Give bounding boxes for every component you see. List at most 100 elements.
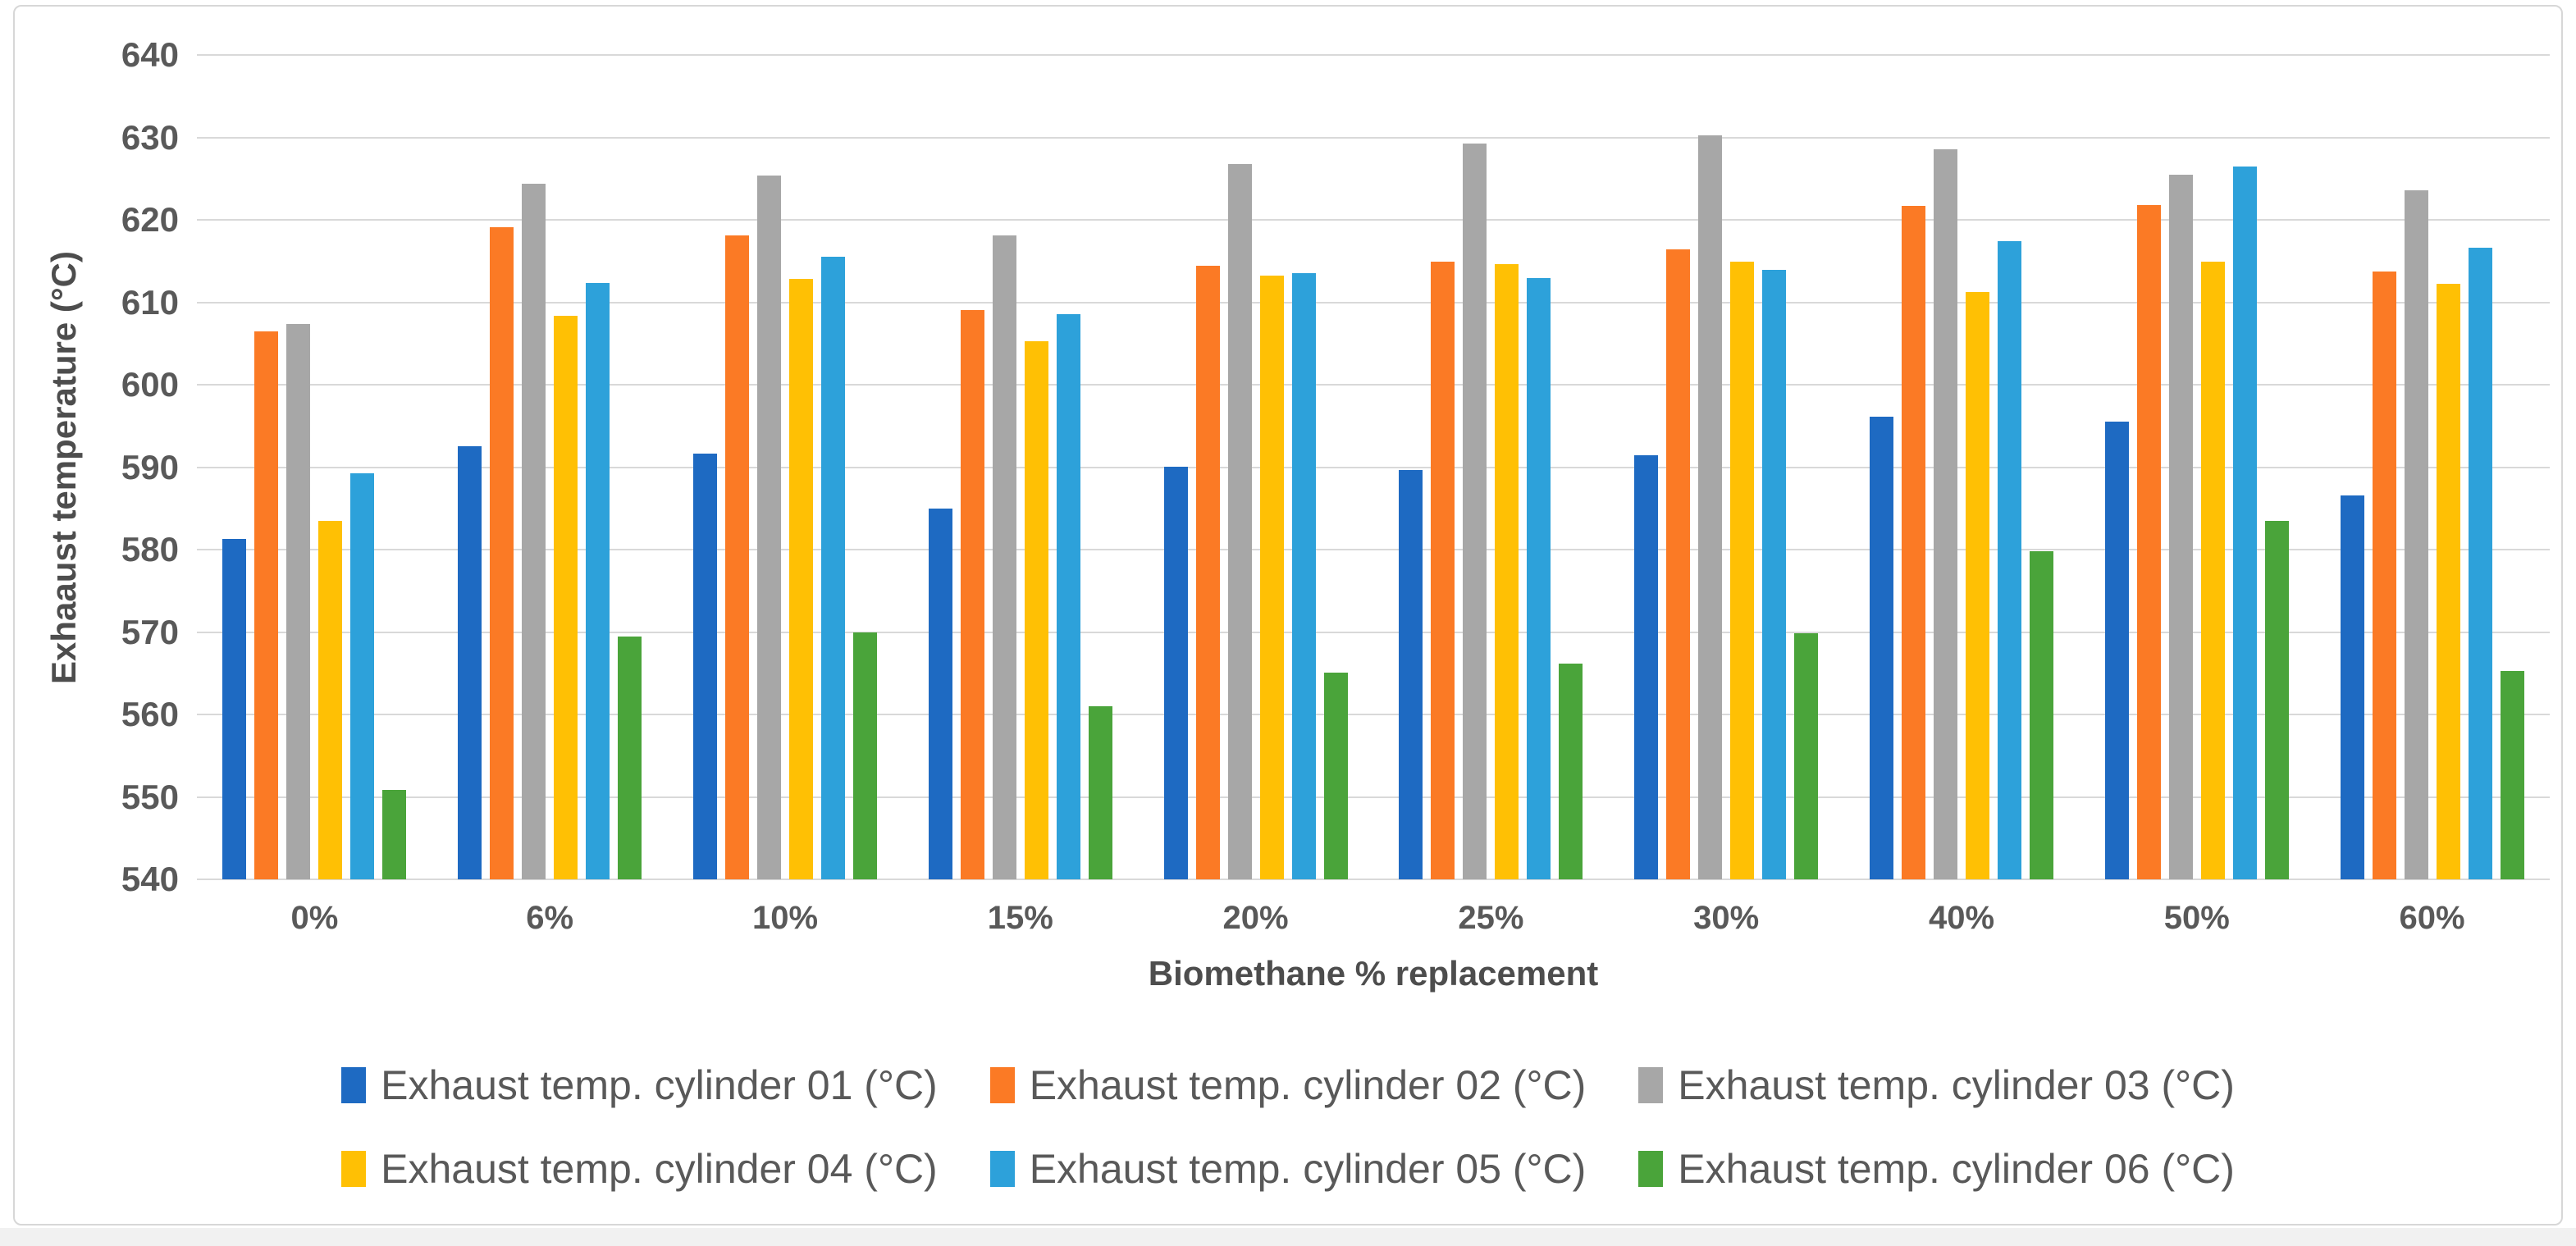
bar-cylinder-05-20% [1291,273,1316,879]
x-tick-label-0%: 0% [290,900,339,936]
bar-group-6% [432,55,668,879]
gridline-590 [197,466,2550,468]
bar-cylinder-06-20% [1323,672,1348,879]
legend-swatch-icon [341,1151,367,1187]
x-tick-label-25%: 25% [1458,900,1524,936]
bar-cylinder-06-6% [618,636,642,879]
bar-cylinder-04-40% [1965,292,1989,879]
bar-cylinder-06-15% [1088,705,1112,879]
x-axis-title: Biomethane % replacement [1148,954,1599,993]
bar-cylinder-06-50% [2264,520,2289,879]
bar-cylinder-04-15% [1024,340,1048,879]
y-tick-label-590: 590 [121,447,179,486]
gridline-570 [197,631,2550,633]
legend-label: Exhaust temp. cylinder 05 (°C) [1029,1146,1587,1192]
gridline-580 [197,549,2550,550]
legend-item-cylinder-03: Exhaust temp. cylinder 03 (°C) [1638,1060,2235,1111]
legend-label: Exhaust temp. cylinder 04 (°C) [381,1146,938,1192]
y-tick-label-640: 640 [121,35,179,74]
bar-cylinder-05-40% [1997,241,2021,879]
bar-cylinder-04-20% [1259,276,1284,879]
plot-area [197,54,2550,880]
y-tick-label-580: 580 [121,530,179,568]
bar-cylinder-01-20% [1163,466,1188,879]
bar-group-25% [1373,55,1609,879]
bar-cylinder-02-0% [254,331,279,879]
bar-cylinder-05-0% [350,472,375,879]
bar-cylinder-01-30% [1634,455,1659,879]
x-tick-label-6%: 6% [526,900,574,936]
y-tick-label-620: 620 [121,200,179,239]
bar-cylinder-06-30% [1794,632,1819,879]
bar-cylinder-02-60% [2372,272,2396,879]
bar-cylinder-05-10% [820,257,845,879]
bar-cylinder-04-60% [2436,284,2460,879]
legend-swatch-icon [1638,1151,1664,1187]
bar-cylinder-05-6% [586,283,610,879]
bar-cylinder-01-50% [2104,422,2129,879]
bar-cylinder-04-25% [1495,264,1519,879]
legend-item-cylinder-05: Exhaust temp. cylinder 05 (°C) [989,1143,1587,1194]
legend-label: Exhaust temp. cylinder 06 (°C) [1678,1146,2235,1192]
bar-cylinder-02-30% [1666,249,1691,879]
legend-swatch-icon [341,1067,367,1103]
bar-cylinder-02-20% [1195,266,1220,879]
legend-item-cylinder-02: Exhaust temp. cylinder 02 (°C) [989,1060,1586,1111]
bar-cylinder-03-40% [1933,148,1957,879]
bar-cylinder-03-6% [522,183,546,879]
bar-cylinder-02-6% [490,227,514,879]
legend-item-cylinder-04: Exhaust temp. cylinder 04 (°C) [341,1143,938,1194]
bar-cylinder-03-50% [2168,174,2193,879]
legend-swatch-icon [989,1067,1015,1103]
bar-cylinder-02-15% [960,309,984,879]
x-tick-label-40%: 40% [1928,900,1995,936]
bar-cylinder-05-50% [2232,166,2257,879]
gridline-620 [197,219,2550,221]
y-tick-label-600: 600 [121,365,179,404]
bar-cylinder-06-60% [2500,670,2524,879]
bar-cylinder-02-10% [724,235,749,879]
bar-cylinder-04-30% [1730,262,1755,879]
x-tick-label-10%: 10% [751,900,819,936]
gridline-640 [197,54,2550,56]
bar-group-10% [668,55,903,879]
gridline-610 [197,301,2550,304]
bar-cylinder-03-15% [992,235,1016,879]
gridline-540 [197,879,2550,880]
bar-cylinder-01-40% [1869,417,1893,879]
x-tick-label-20%: 20% [1222,900,1289,936]
legend-label: Exhaust temp. cylinder 01 (°C) [381,1062,938,1108]
legend-swatch-icon [1638,1067,1664,1103]
x-tick-label-15%: 15% [987,900,1053,936]
bar-cylinder-06-10% [852,632,877,879]
bar-cylinder-01-25% [1399,469,1423,879]
page-bottom-strip [0,1228,2576,1246]
bar-cylinder-01-10% [692,454,717,879]
x-tick-label-60%: 60% [2399,900,2465,936]
legend-label: Exhaust temp. cylinder 03 (°C) [1678,1062,2235,1108]
bar-cylinder-02-40% [1901,205,1925,879]
gridline-600 [197,384,2550,386]
bar-cylinder-05-25% [1527,278,1551,879]
gridline-560 [197,714,2550,715]
bar-cylinder-03-10% [756,175,781,879]
bar-cylinder-03-30% [1698,135,1723,879]
legend-row-1: Exhaust temp. cylinder 01 (°C) Exhaust te… [16,1060,2560,1111]
bar-cylinder-04-50% [2200,262,2225,879]
bar-cylinder-03-60% [2404,189,2428,879]
bar-cylinder-06-40% [2029,551,2053,879]
bar-cylinder-03-20% [1227,163,1252,879]
bar-cylinder-02-50% [2136,204,2161,879]
bar-cylinder-04-6% [554,315,578,879]
bar-group-40% [1844,55,2080,879]
bar-cylinder-01-6% [458,446,482,879]
y-tick-label-570: 570 [121,612,179,651]
bar-cylinder-05-15% [1056,313,1080,879]
bar-cylinder-03-25% [1463,143,1487,879]
bar-cylinder-01-0% [222,538,247,879]
bar-cylinder-05-30% [1762,270,1787,879]
bar-cylinder-01-15% [928,508,952,879]
bar-group-15% [902,55,1138,879]
y-tick-label-540: 540 [121,860,179,898]
